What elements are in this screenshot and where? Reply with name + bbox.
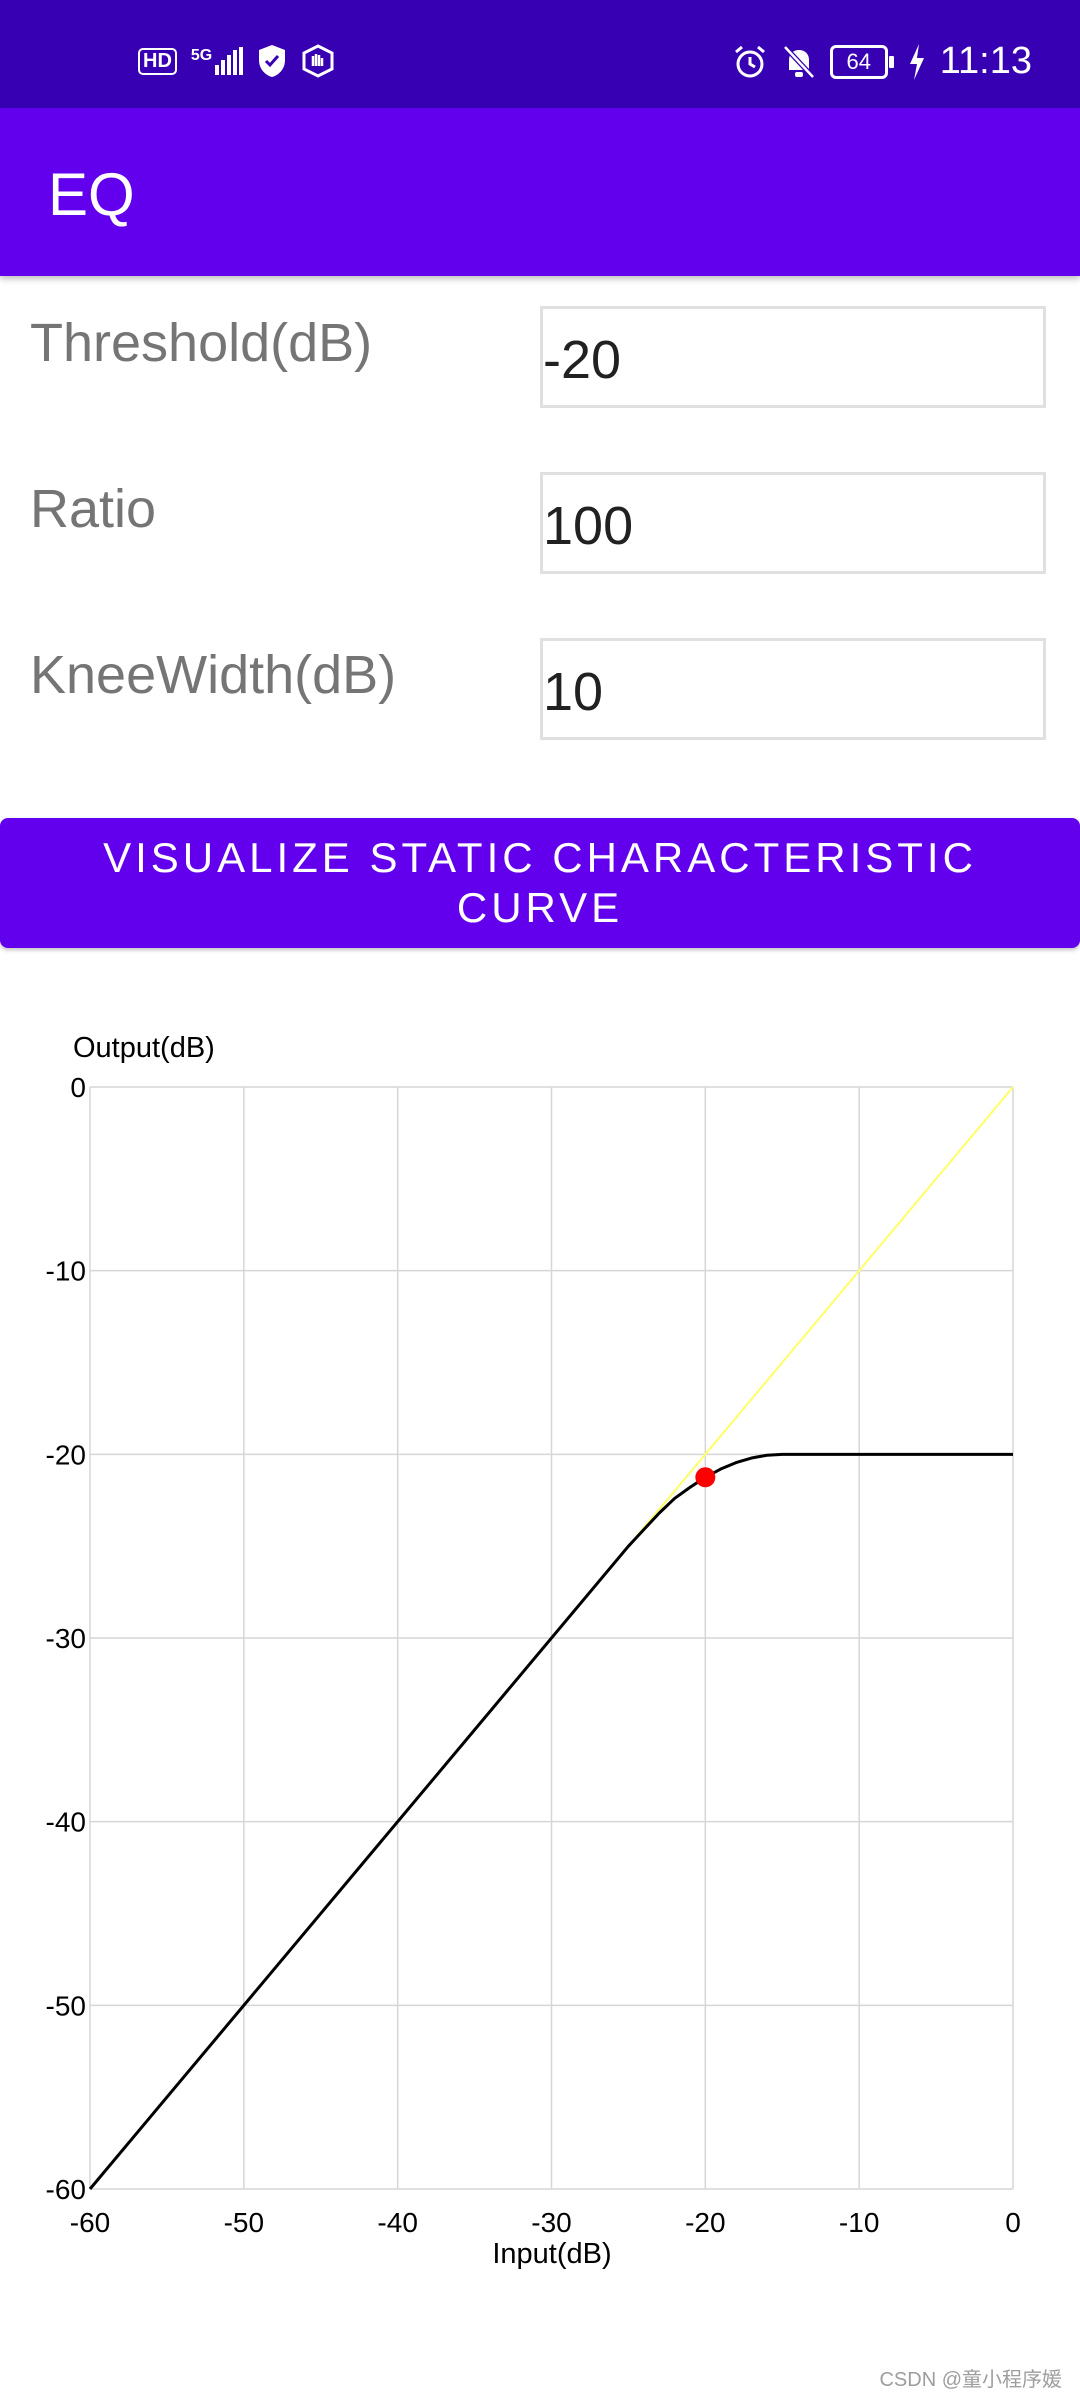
knee-width-label: KneeWidth(dB) <box>30 645 397 705</box>
x-tick-label: -60 <box>70 2207 110 2238</box>
battery-icon: 64 <box>829 44 894 79</box>
app-bar: EQ <box>0 108 1080 276</box>
y-tick-label: -20 <box>46 1439 86 1470</box>
x-tick-label: 0 <box>1005 2207 1021 2238</box>
x-tick-label: -30 <box>531 2207 571 2238</box>
y-tick-label: -30 <box>46 1623 86 1654</box>
y-tick-label: -10 <box>46 1256 86 1287</box>
threshold-marker <box>695 1467 716 1488</box>
x-axis-label: Input(dB) <box>492 2238 611 2270</box>
threshold-label: Threshold(dB) <box>30 313 373 373</box>
status-time: 11:13 <box>939 40 1032 82</box>
alarm-icon <box>734 45 765 77</box>
status-bar: HD 5G 64 11:13 <box>0 0 1080 108</box>
5g-signal-icon: 5G <box>191 47 244 75</box>
x-tick-label: -50 <box>224 2207 264 2238</box>
y-tick-label: -50 <box>46 1990 86 2021</box>
status-right-icons: 64 11:13 <box>732 40 1032 83</box>
hand-icon <box>302 44 334 78</box>
reference-line <box>627 1086 1014 1547</box>
shield-check-icon <box>259 45 286 77</box>
knee-width-input[interactable]: 10 <box>540 638 1046 740</box>
y-axis-ticks: 0 -10 -20 -30 -40 -50 -60 <box>46 1072 86 2205</box>
y-tick-label: 0 <box>70 1072 86 1103</box>
x-tick-label: -10 <box>839 2207 879 2238</box>
x-tick-label: -20 <box>685 2207 725 2238</box>
y-axis-label: Output(dB) <box>73 1032 215 1064</box>
app-title: EQ <box>48 161 135 228</box>
ratio-label: Ratio <box>30 479 157 539</box>
static-characteristic-chart: 0-10-20-30-40-50-60 -60 -50 -40 -30 -20 -10 0 … <box>46 1032 1021 2270</box>
ratio-input[interactable]: 100 <box>540 472 1046 574</box>
y-tick-label: -40 <box>46 1807 86 1838</box>
visualize-curve-button[interactable]: VISUALIZE STATIC CHARACTERISTIC CURVE <box>0 818 1080 948</box>
watermark: CSDN @童小程序媛 <box>879 2369 1062 2391</box>
visualize-curve-button-label: VISUALIZE STATIC CHARACTERISTIC CURVE <box>103 834 977 931</box>
x-axis-ticks: -60 -50 -40 -30 -20 -10 0 <box>70 2207 1021 2238</box>
hd-icon: HD <box>138 47 177 75</box>
x-tick-label: -40 <box>377 2207 417 2238</box>
charging-bolt-icon <box>909 43 924 80</box>
status-left-icons: HD 5G <box>138 44 335 78</box>
y-tick-label: -60 <box>46 2174 86 2205</box>
chart-series <box>88 1086 1014 2190</box>
threshold-input[interactable]: -20 <box>540 306 1046 408</box>
bell-off-icon <box>782 44 815 79</box>
